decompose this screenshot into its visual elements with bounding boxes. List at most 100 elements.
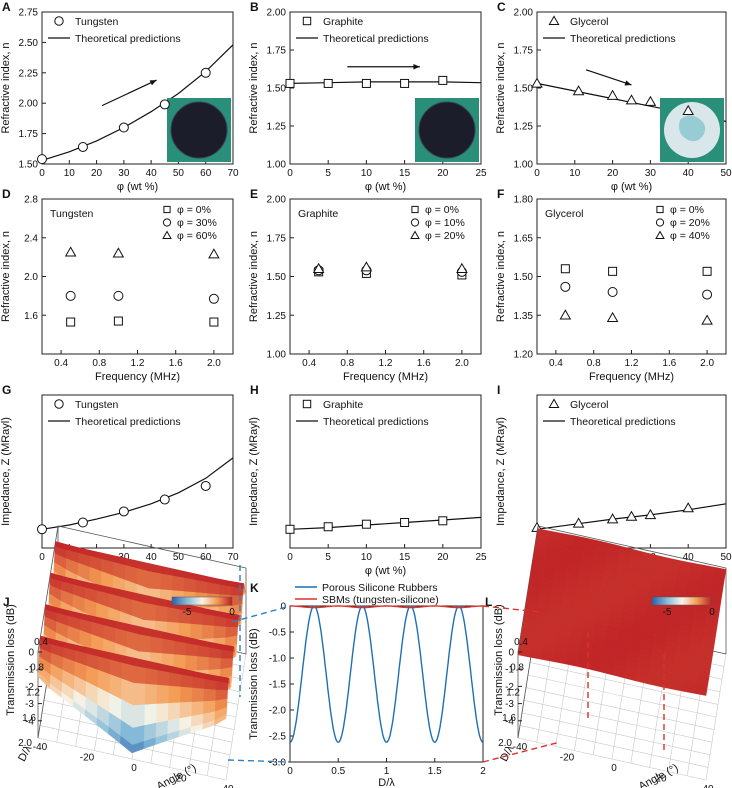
data-point-square [608,266,618,276]
surface-patch [148,571,162,590]
x-tick-label: 10 [64,168,76,179]
data-point-triangle [701,314,713,325]
panel-letter: B [250,0,259,14]
legend-marker [410,230,420,239]
x-tick-label: 0.4 [54,358,68,369]
x-tick-label: 30 [645,168,657,179]
legend-marker [162,218,172,227]
x-tick-label: 2.0 [700,358,714,369]
angle-tick-label: -20 [560,753,575,764]
sample-photo [415,98,479,162]
d-tick-label: 1.2 [506,688,520,699]
data-point-circle [37,524,47,535]
z-axis-title: Transmission loss (dB) [493,604,505,715]
panel-letter: I [497,383,500,397]
y-tick-label: 2.25 [19,68,39,79]
plot-frame [289,394,482,549]
legend-label: φ = 30% [177,217,217,229]
y-tick-label: 1.20 [514,350,534,361]
z-tick-label: -3 [25,699,34,710]
y-tick-label: 1.80 [514,195,534,206]
y-tick-label: 1.25 [267,122,287,133]
d-tick-label: 0.4 [514,637,528,648]
floor-grid [517,737,707,781]
legend-label: Theoretical predictions [323,416,429,428]
colorbar-max-label: 0 [709,607,715,618]
x-tick-label: 1.6 [417,358,431,369]
legend-marker [411,205,419,214]
data-point-square [113,316,123,326]
z-tick-label: -4 [25,716,34,727]
colorbar-min-label: -5 [183,607,192,618]
surface-patch [192,676,205,690]
panel-b: 0 5 10 15 20 25 1.00 1.25 1.50 1.75 2.00 φ (wt %) Re… [248,0,487,193]
sample-photo [660,98,724,162]
x-tick-label: 60 [200,168,212,179]
legend-label: Tungsten [75,16,119,28]
y-tick-label: 0 [280,602,286,613]
x-tick-label: 25 [475,552,487,563]
panel-c: 0 10 20 30 40 50 1.00 1.25 1.50 1.75 2.00 φ (wt %) R… [495,0,732,193]
surface-patch [197,645,210,658]
y-tick-label: -1.0 [269,654,287,665]
floor-grid [519,725,709,768]
surface-patch [694,690,707,696]
data-point-triangle [112,247,125,258]
y-tick-label: 1.25 [514,122,534,133]
legend-marker [655,230,665,239]
trend-arrow [101,79,157,107]
data-point-square [702,266,712,276]
floor-grid [225,653,247,781]
surface-patch [144,683,158,705]
x-tick-label: 0.4 [549,358,563,369]
data-point-triangle [572,517,585,528]
theory-curve [289,516,482,530]
colorbar-max-label: 0 [229,607,235,618]
x-tick-label: 70 [227,168,239,179]
surface-patch [201,624,215,640]
trend-arrow-head [413,63,420,70]
connectors [227,565,665,763]
y-tick-label: 1.00 [267,350,287,361]
colorbar: -5 0 [171,596,235,618]
panel-title: Graphite [298,208,338,220]
y-tick-label: 2.8 [24,195,38,206]
panel-letter: H [250,383,259,397]
surface-patch [190,623,203,640]
y-tick-label: 2.4 [24,233,38,244]
x-tick-label: 0 [287,552,293,563]
y-tick-label: 2.75 [19,8,39,19]
surface-patch [213,625,227,639]
data-point-circle [113,290,124,301]
surface-patch [143,602,157,622]
x-tick-label: 2.0 [207,358,221,369]
data-point-triangle [360,261,373,272]
surface-patch [156,684,170,705]
x-tick-label: 5 [325,168,331,179]
legend-label: Theoretical predictions [570,33,676,45]
y-tick-label: -0.5 [269,628,287,639]
surface-patch [168,685,181,704]
panel-letter: A [2,0,11,14]
data-point-square [400,78,410,88]
surface-patch [195,580,209,594]
y-axis-title: Impedance, Z (MRayl) [0,417,12,526]
y-tick-label: 2.00 [514,8,534,19]
panel-letter: E [250,187,258,201]
x-tick-label: 0 [287,766,293,777]
plot-frame [289,605,484,763]
legend-label: Glycerol [570,399,609,411]
panel-g: 010203040506070φ (wt %)Impedance, Z (MRa… [0,383,239,577]
surface-patch [161,638,175,655]
y-axis-title: Refractive index, n [248,231,260,322]
data-point-square [438,75,448,85]
x-tick-label: 25 [475,168,487,179]
data-point-square [560,264,570,274]
colorbar-bar [171,596,233,606]
floor-grid [705,653,727,781]
surface-patch [133,682,146,706]
data-point-triangle [682,104,695,116]
x-tick-label: 1.2 [379,358,393,369]
data-point-square [361,519,371,529]
theory-curve [289,81,482,84]
